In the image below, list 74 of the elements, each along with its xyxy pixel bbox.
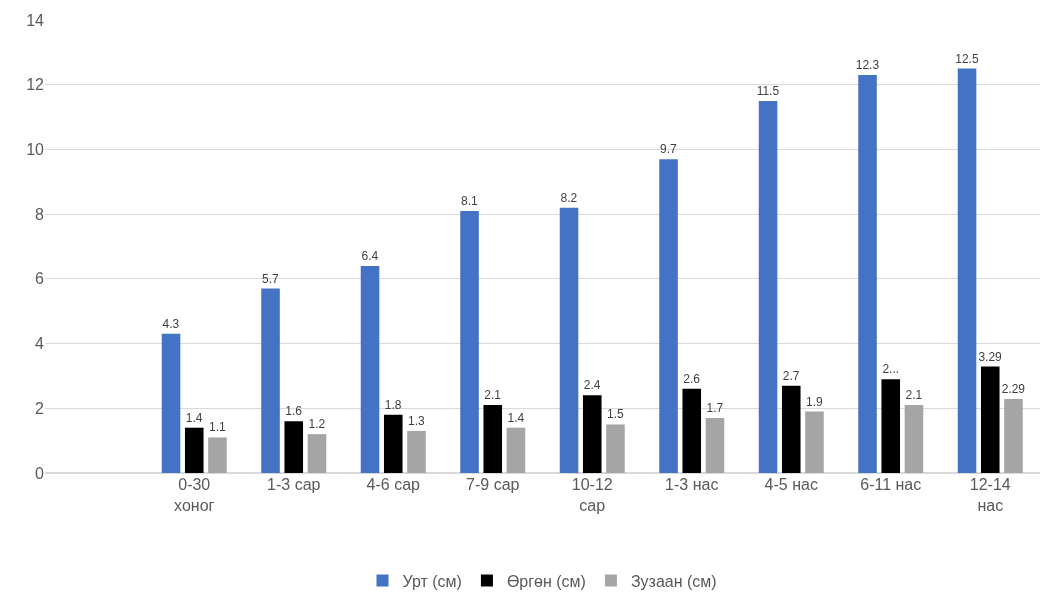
x-tick-label: 4-6 сар — [366, 476, 421, 493]
bar — [184, 427, 204, 473]
bar — [957, 68, 977, 473]
data-label: 1.5 — [606, 407, 624, 422]
data-label: 2.29 — [1001, 381, 1026, 396]
y-tick-label: 10 — [26, 141, 45, 159]
data-label: 12.5 — [955, 51, 979, 66]
x-tick-label: 10-12 сар — [571, 476, 613, 514]
x-tick-label: 7-9 сар — [466, 476, 520, 493]
data-label: 1.4 — [507, 410, 525, 425]
bar — [805, 411, 824, 473]
bar — [1004, 398, 1023, 473]
bar — [483, 405, 503, 473]
data-label: 1.9 — [805, 394, 823, 409]
data-label: 1.4 — [185, 410, 203, 425]
bar — [261, 288, 280, 473]
x-tick-label: 0-30 хоног — [174, 476, 215, 514]
x-tick-label: 12-14 нас — [969, 476, 1011, 514]
bar — [659, 159, 678, 473]
data-label: 12.3 — [855, 58, 880, 73]
bar — [161, 333, 181, 473]
bar — [980, 366, 1000, 473]
y-tick-label: 0 — [35, 464, 45, 482]
bar — [858, 75, 877, 473]
bar — [881, 379, 901, 473]
bar — [559, 207, 579, 473]
bar — [284, 421, 304, 473]
y-tick-label: 6 — [35, 270, 45, 288]
data-label: 1.8 — [384, 397, 402, 412]
legend-label: Урт (см) — [402, 572, 462, 590]
y-tick-label: 2 — [35, 399, 45, 417]
y-tick-label: 14 — [26, 11, 45, 29]
data-label: 6.4 — [361, 248, 379, 263]
data-label: 8.1 — [461, 193, 479, 208]
data-label: 1.1 — [208, 420, 226, 435]
bar — [904, 405, 924, 473]
data-label: 5.7 — [262, 271, 280, 286]
data-label: 11.5 — [756, 83, 780, 98]
data-label: 2.1 — [905, 388, 923, 403]
bar — [705, 417, 725, 473]
bar — [407, 430, 426, 473]
bar — [781, 385, 801, 473]
y-tick-label: 4 — [35, 335, 45, 353]
bar — [307, 434, 327, 473]
bar — [758, 100, 778, 473]
x-tick-label: 6-11 нас — [860, 476, 922, 493]
bar — [208, 437, 227, 473]
data-label: 1.7 — [706, 400, 724, 415]
data-label: 2.4 — [583, 378, 601, 393]
data-label: 1.2 — [308, 417, 326, 432]
data-label: 2.7 — [782, 368, 800, 383]
y-tick-label: 12 — [26, 76, 45, 94]
x-tick-label: 1-3 сар — [267, 476, 321, 493]
legend-label: Зузаан (см) — [630, 572, 717, 590]
bar — [582, 395, 602, 473]
bar — [682, 388, 702, 473]
bar — [360, 265, 380, 473]
data-label: 3.29 — [978, 349, 1003, 364]
x-tick-label: 1-3 нас — [665, 476, 719, 493]
data-label: 1.3 — [407, 413, 425, 428]
legend-label: Өргөн (см) — [506, 572, 586, 590]
data-label: 2.1 — [484, 388, 502, 403]
data-label: 1.6 — [285, 404, 303, 419]
data-label: 8.2 — [560, 190, 578, 205]
bar — [506, 427, 526, 473]
bar — [383, 414, 403, 473]
bar — [606, 424, 625, 473]
x-tick-label: 4-5 нас — [764, 476, 818, 493]
data-label: 2... — [882, 362, 900, 377]
data-label: 2.6 — [683, 371, 701, 386]
data-label: 9.7 — [660, 142, 678, 157]
bar — [460, 210, 479, 473]
data-label: 4.3 — [162, 316, 180, 331]
y-tick-label: 8 — [35, 205, 45, 223]
